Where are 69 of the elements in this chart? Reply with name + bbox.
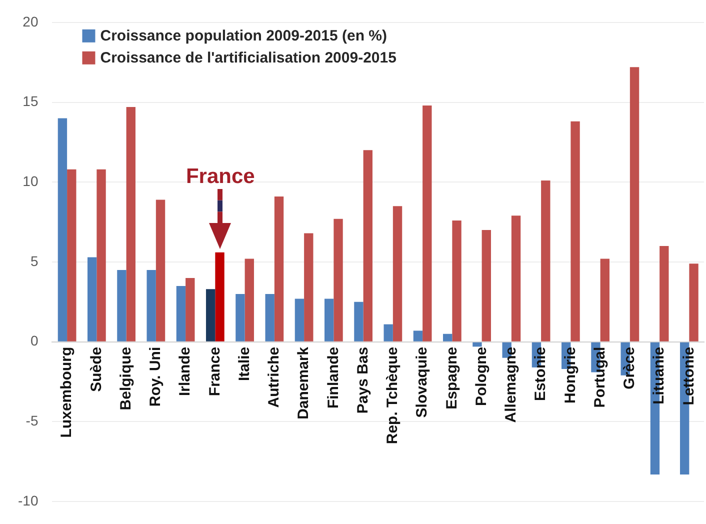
y-tick-label: 0 — [30, 332, 38, 349]
bar — [384, 324, 393, 342]
bar — [265, 294, 274, 342]
bar — [58, 118, 68, 342]
x-tick-label: Italie — [236, 346, 253, 382]
bar — [482, 230, 491, 342]
x-tick-label: Espagne — [443, 346, 460, 410]
bar — [274, 196, 284, 342]
legend-label: Croissance de l'artificialisation 2009-2015 — [100, 50, 396, 67]
x-tick-label: Portugal — [591, 346, 608, 408]
bar — [413, 330, 423, 342]
bar — [354, 302, 364, 342]
x-tick-label: France — [206, 346, 224, 396]
x-tick-label: Suède — [88, 346, 105, 392]
x-tick-label: Finlande — [324, 346, 342, 409]
bar — [304, 233, 314, 342]
bar — [324, 298, 334, 342]
bar — [600, 258, 610, 342]
y-tick-label: 5 — [30, 252, 38, 269]
bar — [363, 150, 372, 342]
x-tick-label: Autriche — [266, 346, 283, 408]
y-tick-label: 20 — [22, 13, 38, 30]
x-tick-label: Estonie — [532, 346, 550, 402]
x-tick-label: Luxembourg — [58, 346, 76, 438]
x-tick-label: Irlande — [176, 346, 194, 396]
bar — [87, 257, 97, 342]
bar — [443, 334, 452, 342]
bar — [244, 258, 254, 342]
bar — [630, 67, 640, 342]
bar — [452, 220, 462, 342]
x-tick-label: Belgique — [117, 346, 134, 410]
bar — [422, 105, 432, 342]
legend-label: Croissance population 2009-2015 (en %) — [100, 28, 387, 45]
bar — [236, 294, 245, 342]
bar — [146, 270, 156, 342]
bar — [156, 200, 166, 342]
bar — [570, 121, 580, 342]
x-tick-label: Rep. Tchèque — [384, 346, 402, 444]
bar — [689, 264, 698, 342]
bar — [186, 278, 195, 342]
y-tick-label: -10 — [18, 492, 38, 508]
y-tick-label: 15 — [22, 93, 38, 110]
y-tick-label: -5 — [26, 412, 38, 429]
bar — [294, 298, 304, 342]
annotation: France — [186, 165, 255, 188]
x-tick-label: Slovaquie — [414, 346, 431, 418]
x-tick-label: Lettonie — [680, 346, 698, 406]
x-tick-label: Allemagne — [502, 346, 520, 423]
bar — [176, 286, 186, 342]
x-tick-label: Roy. Uni — [147, 346, 164, 407]
bar — [511, 216, 521, 342]
x-tick-label: Danemark — [295, 346, 312, 420]
bar — [215, 252, 224, 342]
bar — [96, 169, 106, 342]
bar — [392, 206, 402, 342]
bar — [126, 107, 136, 342]
y-tick-label: 10 — [22, 172, 38, 189]
bar — [541, 180, 550, 342]
x-tick-label: Lituanie — [650, 346, 668, 404]
bar — [334, 218, 343, 342]
bar — [67, 169, 76, 342]
x-tick-label: Grèce — [621, 346, 638, 390]
bar — [472, 342, 482, 347]
x-tick-label: Pays Bas — [354, 346, 372, 414]
x-tick-label: Pologne — [472, 346, 490, 406]
bar — [117, 270, 126, 342]
bar — [660, 246, 669, 342]
x-tick-label: Hongrie — [562, 346, 579, 404]
bar — [206, 289, 216, 342]
